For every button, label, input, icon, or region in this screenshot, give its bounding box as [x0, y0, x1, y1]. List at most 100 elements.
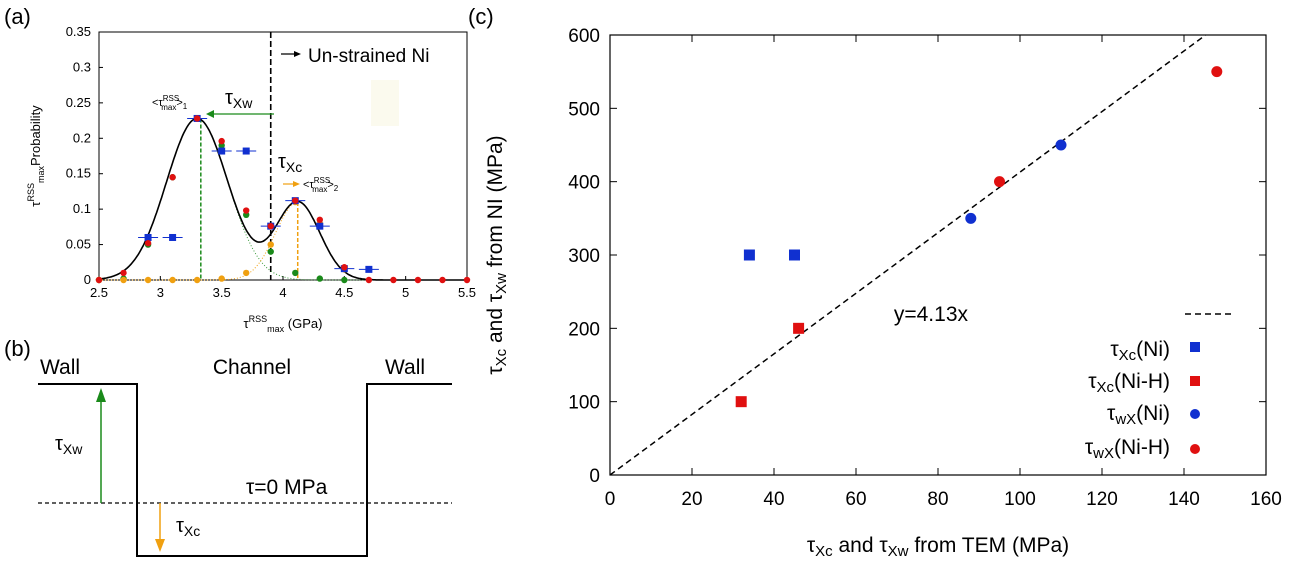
- green-point: [316, 275, 323, 282]
- tau-xw-label: τXw: [225, 87, 253, 111]
- chart-c-ytick-label: 600: [568, 26, 600, 47]
- red-point: [341, 264, 348, 271]
- chart-c-ticks: 0 20 40 60 80 100 120 140 160 0 100 200 300 400 500 600: [568, 26, 1282, 510]
- chart-a-xtick-label: 4.5: [335, 285, 353, 300]
- tau-xw-arrowhead: [206, 110, 214, 118]
- red-point: [243, 207, 250, 214]
- green-point: [341, 276, 348, 284]
- faint-watermark-box: [371, 80, 399, 126]
- chart-c-square-point: [789, 249, 800, 261]
- chart-a-xtick-label: 3: [157, 285, 164, 300]
- chart-a-ytick-label: 0: [84, 272, 91, 287]
- legend-label-xc-nih: τXc(Ni-H): [1088, 370, 1170, 396]
- blue-point: [316, 222, 324, 230]
- chart-c-ylabel: τXc and τXw from NI (MPa): [484, 135, 510, 374]
- unstrained-label: Un-strained Ni: [308, 46, 429, 67]
- chart-c-ytick-label: 300: [568, 246, 600, 267]
- chart-a-ytick-label: 0.15: [66, 166, 91, 181]
- tau-xw-b-label: τXw: [55, 433, 83, 457]
- red-point: [218, 137, 225, 145]
- red-point: [95, 276, 103, 284]
- red-point: [365, 276, 373, 284]
- chart-c-xtick-label: 120: [1086, 489, 1118, 510]
- chart-a-xtick-label: 4: [279, 285, 286, 300]
- chart-c-ytick-label: 200: [568, 319, 600, 340]
- blue-point: [169, 233, 177, 241]
- tau-xw-up-arrowhead: [96, 388, 106, 402]
- chart-c-circle-point: [965, 212, 977, 224]
- fit-line: [609, 34, 1207, 476]
- wall-right-label: Wall: [385, 356, 425, 379]
- red-point: [193, 115, 201, 122]
- chart-c-xtick-label: 140: [1168, 489, 1200, 510]
- fit-curve: [98, 117, 467, 281]
- legend-label-wx-ni: τwX(Ni): [1107, 402, 1170, 428]
- legend-marker-xc-nih: [1190, 376, 1200, 386]
- chart-c-xtick-label: 80: [927, 489, 948, 510]
- red-point: [463, 276, 471, 284]
- component1-curve: [98, 117, 467, 281]
- chart-c-ytick-label: 400: [568, 173, 600, 194]
- tau-xc-b-label: τXc: [176, 515, 200, 539]
- chart-a: 2.5 3 3.5 4 4.5 5 5.5 0 0.05 0.1 0.15 0.2 0.25 0.3 0.3…: [26, 24, 476, 334]
- chart-a-ytick-label: 0.3: [73, 59, 91, 74]
- red-point: [267, 222, 274, 230]
- red-point: [390, 276, 397, 284]
- chart-c-xlabel: τXc and τXw from TEM (MPa): [807, 534, 1069, 560]
- chart-c-circle-point: [1055, 139, 1067, 151]
- legend-marker-wx-ni: [1190, 409, 1200, 419]
- tau-xc-down-arrowhead: [155, 539, 165, 552]
- chart-c-marks: [609, 34, 1223, 476]
- chart-c-legend: y=4.13x τXc(Ni) τXc(Ni-H) τwX(Ni) τwX(Ni…: [894, 303, 1234, 462]
- legend-marker-wx-nih: [1190, 444, 1200, 454]
- chart-a-xtick-label: 5.5: [458, 285, 476, 300]
- orange-point: [267, 241, 274, 248]
- panel-c-letter: (c): [468, 4, 494, 29]
- orange-point: [169, 276, 176, 284]
- green-point: [267, 248, 274, 255]
- blue-point: [218, 147, 226, 155]
- chart-c-square-point: [793, 322, 805, 334]
- red-point: [120, 269, 127, 277]
- chart-a-ytick-label: 0.35: [66, 24, 91, 39]
- orange-point: [120, 276, 127, 284]
- chart-c-circle-point: [1211, 66, 1223, 78]
- chart-a-xtick-label: 5: [402, 285, 409, 300]
- unstrained-arrowhead: [294, 51, 301, 57]
- channel-label: Channel: [213, 356, 291, 379]
- chart-a-ticks: 2.5 3 3.5 4 4.5 5 5.5 0 0.05 0.1 0.15 0.2 0.25 0.3 0.3…: [66, 24, 476, 300]
- orange-point: [243, 269, 250, 277]
- chart-c-xtick-label: 0: [605, 489, 616, 510]
- tau-zero-label: τ=0 MPa: [246, 476, 328, 499]
- chart-a-marks: [95, 32, 471, 284]
- blue-point: [144, 233, 152, 241]
- chart-c-square-point: [735, 396, 747, 408]
- orange-point: [193, 276, 201, 284]
- tau-xc-label: τXc: [278, 151, 302, 175]
- chart-a-xtick-label: 3.5: [213, 285, 231, 300]
- red-point: [439, 276, 446, 284]
- chart-c-xtick-label: 20: [681, 489, 702, 510]
- chart-a-ytick-label: 0.05: [66, 237, 91, 252]
- chart-a-ytick-label: 0.2: [73, 130, 91, 145]
- chart-c-xtick-label: 100: [1004, 489, 1036, 510]
- chart-c-xtick-label: 60: [845, 489, 866, 510]
- diagram-b: Wall Channel Wall τ=0 MPa τXw τXc: [38, 356, 452, 557]
- chart-c-xtick-label: 40: [763, 489, 784, 510]
- legend-label-xc-ni: τXc(Ni): [1110, 338, 1170, 364]
- chart-a-ytick-label: 0.1: [73, 201, 91, 216]
- tau-xc-arrowhead: [293, 181, 300, 187]
- red-point: [144, 239, 152, 247]
- orange-point: [218, 275, 225, 282]
- chart-c: 0 20 40 60 80 100 120 140 160 0 100 200 300 400 500 600…: [484, 26, 1282, 560]
- stress-profile-line: [38, 383, 452, 557]
- orange-point: [144, 276, 152, 284]
- green-point: [292, 269, 299, 277]
- mean1-label: <τRSS max>1: [152, 94, 188, 112]
- legend-marker-xc-ni: [1190, 342, 1200, 352]
- wall-left-label: Wall: [40, 356, 80, 379]
- chart-c-circle-point: [994, 176, 1005, 188]
- chart-a-xtick-label: 2.5: [90, 285, 108, 300]
- panel-b-letter: (b): [4, 336, 31, 361]
